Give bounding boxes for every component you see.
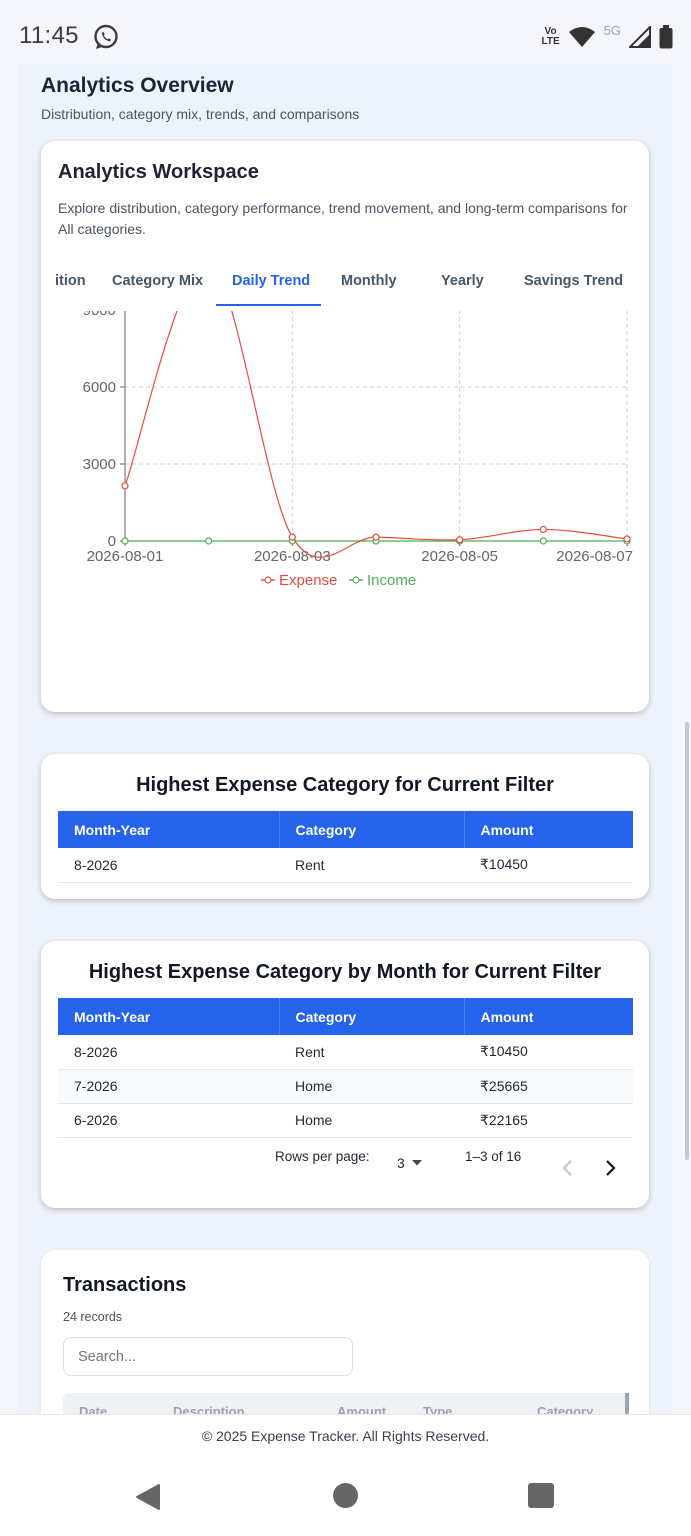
- volte-top-text: Vo: [544, 26, 557, 37]
- daily-trend-chart: 0300060009000120002026-08-012026-08-0320…: [83, 311, 633, 589]
- legend-label-expense: Expense: [279, 572, 337, 589]
- table-row: 7-2026 Home ₹25665: [58, 1069, 633, 1104]
- previous-page-icon[interactable]: [561, 1159, 575, 1177]
- highest-expense-card: Highest Expense Category for Current Fil…: [41, 754, 649, 899]
- data-point-expense: [456, 536, 464, 544]
- table-scrollbar[interactable]: [625, 1393, 629, 1423]
- tab-category-mix[interactable]: Category Mix: [112, 273, 204, 289]
- workspace-description: Explore distribution, category performan…: [58, 200, 628, 237]
- cell-category: Home: [279, 1069, 464, 1104]
- y-tick-label: 0: [108, 533, 116, 550]
- cell-category: Rent: [279, 1035, 464, 1070]
- page-title: Analytics Overview: [41, 74, 234, 97]
- footer: © 2025 Expense Tracker. All Rights Reser…: [0, 1414, 691, 1456]
- cell-amount: ₹10450: [464, 848, 633, 883]
- data-point-income: [539, 537, 547, 545]
- transactions-search-input[interactable]: [63, 1337, 353, 1376]
- footer-copyright: © 2025 Expense Tracker. All Rights Reser…: [201, 1428, 490, 1444]
- page-subtitle: Distribution, category mix, trends, and …: [41, 106, 360, 122]
- recent-apps-icon[interactable]: [528, 1483, 554, 1508]
- status-time: 11:45: [19, 22, 79, 49]
- legend-label-income: Income: [367, 572, 416, 589]
- active-tab-indicator: [216, 304, 321, 306]
- data-point-expense: [623, 535, 631, 543]
- column-header-category[interactable]: Category: [279, 998, 465, 1035]
- y-tick-label: 3000: [83, 456, 116, 473]
- volte-icon: Vo LTE: [542, 27, 560, 47]
- table-row: 8-2026 Rent ₹10450: [58, 848, 633, 883]
- x-tick-label: 2026-08-07: [556, 548, 633, 565]
- table-pagination: Rows per page: 3 1–3 of 16: [41, 1149, 649, 1189]
- cell-month-year: 8-2026: [58, 848, 279, 883]
- data-point-income: [121, 537, 129, 545]
- transactions-title: Transactions: [63, 1274, 187, 1296]
- workspace-title: Analytics Workspace: [58, 161, 259, 183]
- highest-expense-by-month-card: Highest Expense Category by Month for Cu…: [41, 941, 649, 1208]
- table-row: 8-2026 Rent ₹10450: [58, 1035, 633, 1070]
- data-point-expense: [372, 533, 380, 541]
- column-header-month-year[interactable]: Month-Year: [58, 998, 280, 1035]
- x-tick-label: 2026-08-01: [87, 548, 164, 565]
- data-point-expense: [539, 525, 547, 534]
- cell-category: Home: [279, 1103, 464, 1138]
- legend-marker-point: [264, 576, 272, 584]
- column-header-amount[interactable]: Amount: [464, 998, 633, 1035]
- x-tick-label: 2026-08-05: [421, 548, 498, 565]
- series-line-expense: [124, 311, 628, 558]
- signal-icon: [629, 26, 651, 48]
- highest-by-month-table: Month-Year Category Amount 8-2026 Rent ₹…: [58, 998, 633, 1138]
- wifi-icon: [568, 27, 595, 47]
- whatsapp-icon: [94, 24, 118, 49]
- system-nav-bar: [0, 1456, 691, 1536]
- cell-amount: ₹10450: [464, 1035, 633, 1070]
- analytics-page: Analytics Overview Distribution, categor…: [17, 64, 672, 1450]
- home-icon[interactable]: [333, 1483, 358, 1508]
- page-scrollbar[interactable]: [685, 722, 689, 1160]
- pagination-range: 1–3 of 16: [465, 1149, 522, 1164]
- cell-month-year: 8-2026: [58, 1035, 279, 1070]
- column-header-category[interactable]: Category: [279, 811, 465, 848]
- volte-bottom-text: LTE: [541, 36, 560, 47]
- cell-amount: ₹25665: [464, 1069, 633, 1104]
- column-header-month-year[interactable]: Month-Year: [58, 811, 280, 848]
- y-tick-label: 6000: [83, 379, 116, 396]
- table-header-row: Month-Year Category Amount: [58, 998, 633, 1035]
- status-bar: 11:45 Vo LTE 5G: [0, 0, 691, 64]
- tab-yearly[interactable]: Yearly: [441, 273, 484, 289]
- table-row: 6-2026 Home ₹22165: [58, 1103, 633, 1138]
- battery-icon: [659, 25, 673, 49]
- rows-per-page-label: Rows per page:: [275, 1149, 370, 1164]
- next-page-icon[interactable]: [603, 1159, 617, 1177]
- column-header-amount[interactable]: Amount: [464, 811, 633, 848]
- data-point-income: [205, 537, 213, 545]
- tab-monthly[interactable]: Monthly: [341, 273, 397, 289]
- rows-per-page-value: 3: [397, 1155, 405, 1171]
- highest-by-month-title: Highest Expense Category by Month for Cu…: [88, 961, 602, 983]
- x-tick-label: 2026-08-03: [254, 548, 331, 565]
- network-type: 5G: [603, 22, 621, 38]
- data-point-expense: [121, 482, 129, 490]
- cell-month-year: 6-2026: [58, 1103, 279, 1138]
- highest-expense-title: Highest Expense Category for Current Fil…: [136, 774, 554, 796]
- cell-month-year: 7-2026: [58, 1069, 279, 1104]
- tab-savings-trend[interactable]: Savings Trend: [524, 273, 624, 289]
- rows-per-page-select[interactable]: 3: [397, 1155, 423, 1171]
- table-header-row: Month-Year Category Amount: [58, 811, 633, 848]
- transactions-count: 24 records: [63, 1310, 123, 1324]
- tab-distribution[interactable]: ition: [55, 273, 86, 289]
- data-point-expense: [288, 533, 296, 541]
- y-tick-label: 9000: [83, 311, 116, 319]
- back-icon[interactable]: [135, 1483, 161, 1511]
- highest-expense-table: Month-Year Category Amount 8-2026 Rent ₹…: [58, 811, 633, 883]
- cell-category: Rent: [279, 848, 464, 883]
- cell-amount: ₹22165: [464, 1103, 633, 1138]
- dropdown-arrow-icon: [411, 1160, 422, 1166]
- legend-marker-point: [352, 576, 360, 584]
- tab-daily-trend[interactable]: Daily Trend: [232, 273, 311, 289]
- analytics-tabs: ition Category Mix Daily Trend Monthly Y…: [41, 259, 649, 307]
- analytics-workspace-card: Analytics Workspace Explore distribution…: [41, 141, 649, 712]
